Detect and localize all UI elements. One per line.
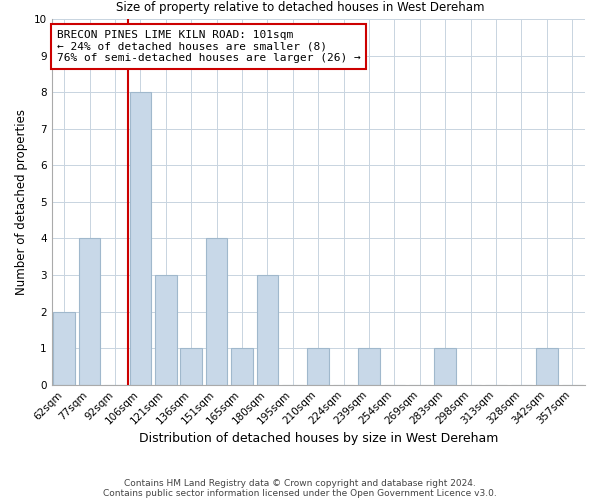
Bar [434, 348, 456, 385]
Text: Contains public sector information licensed under the Open Government Licence v3: Contains public sector information licen… [103, 488, 497, 498]
Text: BRECON PINES LIME KILN ROAD: 101sqm
← 24% of detached houses are smaller (8)
76%: BRECON PINES LIME KILN ROAD: 101sqm ← 24… [57, 30, 361, 63]
Bar [231, 348, 253, 385]
Bar [206, 238, 227, 384]
Text: Size of property relative to detached houses in West Dereham: Size of property relative to detached ho… [116, 1, 484, 14]
Bar [130, 92, 151, 384]
Bar [536, 348, 557, 385]
Text: Contains HM Land Registry data © Crown copyright and database right 2024.: Contains HM Land Registry data © Crown c… [124, 478, 476, 488]
Bar [181, 348, 202, 385]
Bar [307, 348, 329, 385]
Bar [358, 348, 380, 385]
Bar [79, 238, 100, 384]
Bar [257, 275, 278, 384]
X-axis label: Distribution of detached houses by size in West Dereham: Distribution of detached houses by size … [139, 432, 498, 445]
Bar [155, 275, 176, 384]
Y-axis label: Number of detached properties: Number of detached properties [15, 109, 28, 295]
Bar [53, 312, 75, 384]
